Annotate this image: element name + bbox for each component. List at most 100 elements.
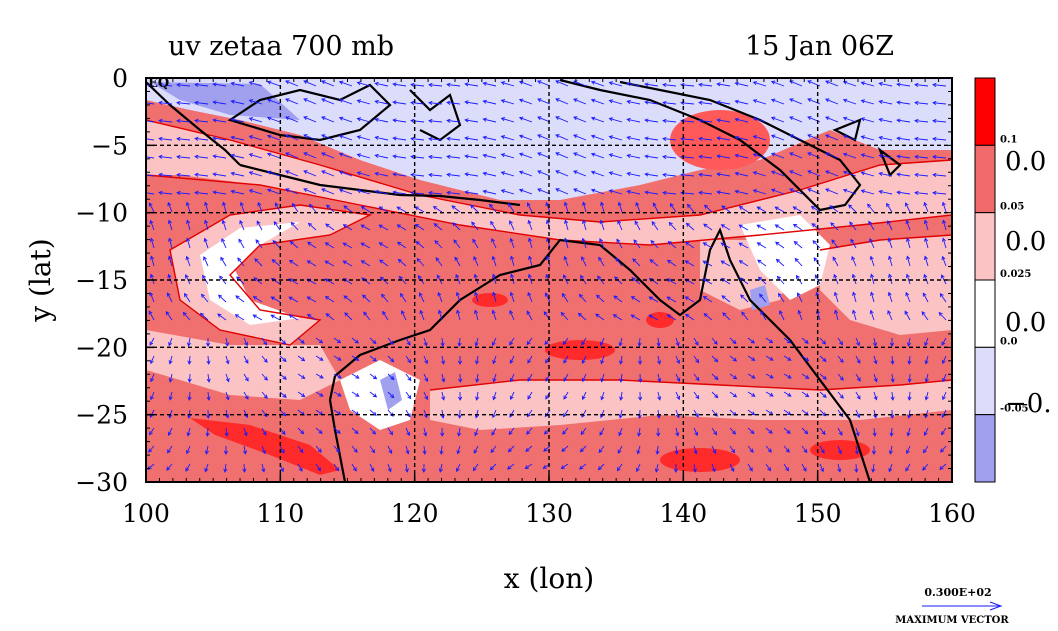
wind-vector-head <box>825 152 830 157</box>
wind-vector <box>563 373 569 382</box>
wind-vector-head <box>684 313 690 318</box>
wind-vector-head <box>805 393 810 398</box>
wind-vector-head <box>176 100 181 106</box>
white-zone-east <box>740 215 830 300</box>
wind-vector <box>217 313 227 321</box>
wind-vector-head <box>428 172 433 178</box>
wind-vector <box>249 153 263 159</box>
wind-vector <box>321 170 335 177</box>
wind-vector <box>850 239 857 249</box>
wind-vector-head <box>924 378 929 383</box>
wind-vector-head <box>509 395 514 401</box>
wind-vector-head <box>321 98 326 103</box>
wind-vector <box>775 224 785 231</box>
wind-vector <box>492 355 497 364</box>
wind-vector-head <box>890 396 895 401</box>
wind-vector <box>617 463 623 471</box>
wind-vector-head <box>182 311 187 317</box>
wind-vector-head <box>685 241 690 246</box>
wind-vector <box>771 135 785 141</box>
wind-vector-head <box>750 411 756 416</box>
wind-vector <box>285 134 299 141</box>
wind-vector <box>562 293 569 303</box>
wind-vector-head <box>820 467 824 473</box>
wind-vector-head <box>422 450 427 455</box>
wind-vector <box>861 154 875 159</box>
wind-vector-head <box>432 206 438 210</box>
wind-vector-head <box>303 170 308 174</box>
wind-vector <box>789 152 803 159</box>
wind-vector-head <box>165 311 170 316</box>
wind-vector-head <box>374 117 379 122</box>
wind-vector <box>441 391 445 400</box>
wind-vector <box>579 294 587 303</box>
wind-vector-head <box>475 396 480 401</box>
strong-core-5 <box>646 312 674 328</box>
wind-vector <box>321 80 335 87</box>
wind-vector <box>573 134 587 141</box>
wind-vector <box>519 171 533 177</box>
wind-vector <box>609 136 623 141</box>
wind-vector-head <box>797 309 802 315</box>
wind-vector <box>897 137 911 141</box>
wind-vector <box>837 409 844 417</box>
wind-vector <box>921 311 929 321</box>
wind-vector <box>470 204 479 213</box>
wind-vector-head <box>244 377 249 382</box>
wind-vector-head <box>356 135 362 140</box>
wind-vector-head <box>148 448 153 453</box>
wind-vector <box>225 409 229 418</box>
wind-vector <box>447 120 461 123</box>
wind-vector-head <box>158 172 163 177</box>
wind-vector-head <box>354 430 359 435</box>
wind-vector-head <box>291 202 296 208</box>
wind-vector-head <box>255 239 260 244</box>
wind-vector-head <box>221 219 226 225</box>
wind-vector-head <box>492 273 497 278</box>
wind-vector-head <box>676 377 681 383</box>
wind-vector <box>783 463 789 471</box>
wind-vector <box>150 274 155 285</box>
wind-vector <box>923 445 929 453</box>
wind-vector-head <box>825 80 830 85</box>
wind-vector-head <box>694 413 699 418</box>
wind-vector-head <box>906 432 911 437</box>
negative-core-west <box>380 372 402 410</box>
wind-vector-head <box>860 81 865 86</box>
wind-vector-head <box>684 296 689 301</box>
wind-vector-head <box>337 356 342 361</box>
wind-vector <box>924 238 929 249</box>
wind-vector-head <box>475 378 480 383</box>
wind-vector <box>765 337 773 344</box>
wind-vector <box>474 427 479 436</box>
wind-vector-head <box>636 467 640 473</box>
wind-vector <box>285 98 299 105</box>
wind-vector-head <box>573 116 578 121</box>
wind-vector <box>645 101 659 105</box>
wind-vector <box>924 220 929 231</box>
strong-core-4 <box>670 110 770 170</box>
wind-vector <box>765 427 773 434</box>
wind-vector-head <box>527 359 532 364</box>
wind-vector <box>793 206 803 213</box>
wind-vector-head <box>720 224 726 229</box>
wind-vector-head <box>166 466 171 471</box>
wind-vector-head <box>446 136 451 141</box>
wind-vector <box>837 391 844 399</box>
wind-vector-head <box>225 378 230 383</box>
wind-vector-head <box>187 396 192 401</box>
wind-vector <box>476 373 479 382</box>
wind-vector-head <box>674 450 679 455</box>
wind-vector <box>219 275 227 285</box>
wind-vector-head <box>282 375 287 380</box>
wind-vector-head <box>648 296 653 301</box>
wind-vector-head <box>582 201 587 206</box>
wind-vector-head <box>619 396 624 401</box>
wind-vector-head <box>722 312 727 317</box>
wind-vector <box>231 82 245 87</box>
wind-vector <box>177 120 191 123</box>
wind-vector-head <box>410 118 415 123</box>
wind-vector-head <box>436 274 441 279</box>
wind-vector-head <box>149 237 154 242</box>
wind-vector <box>933 156 947 159</box>
